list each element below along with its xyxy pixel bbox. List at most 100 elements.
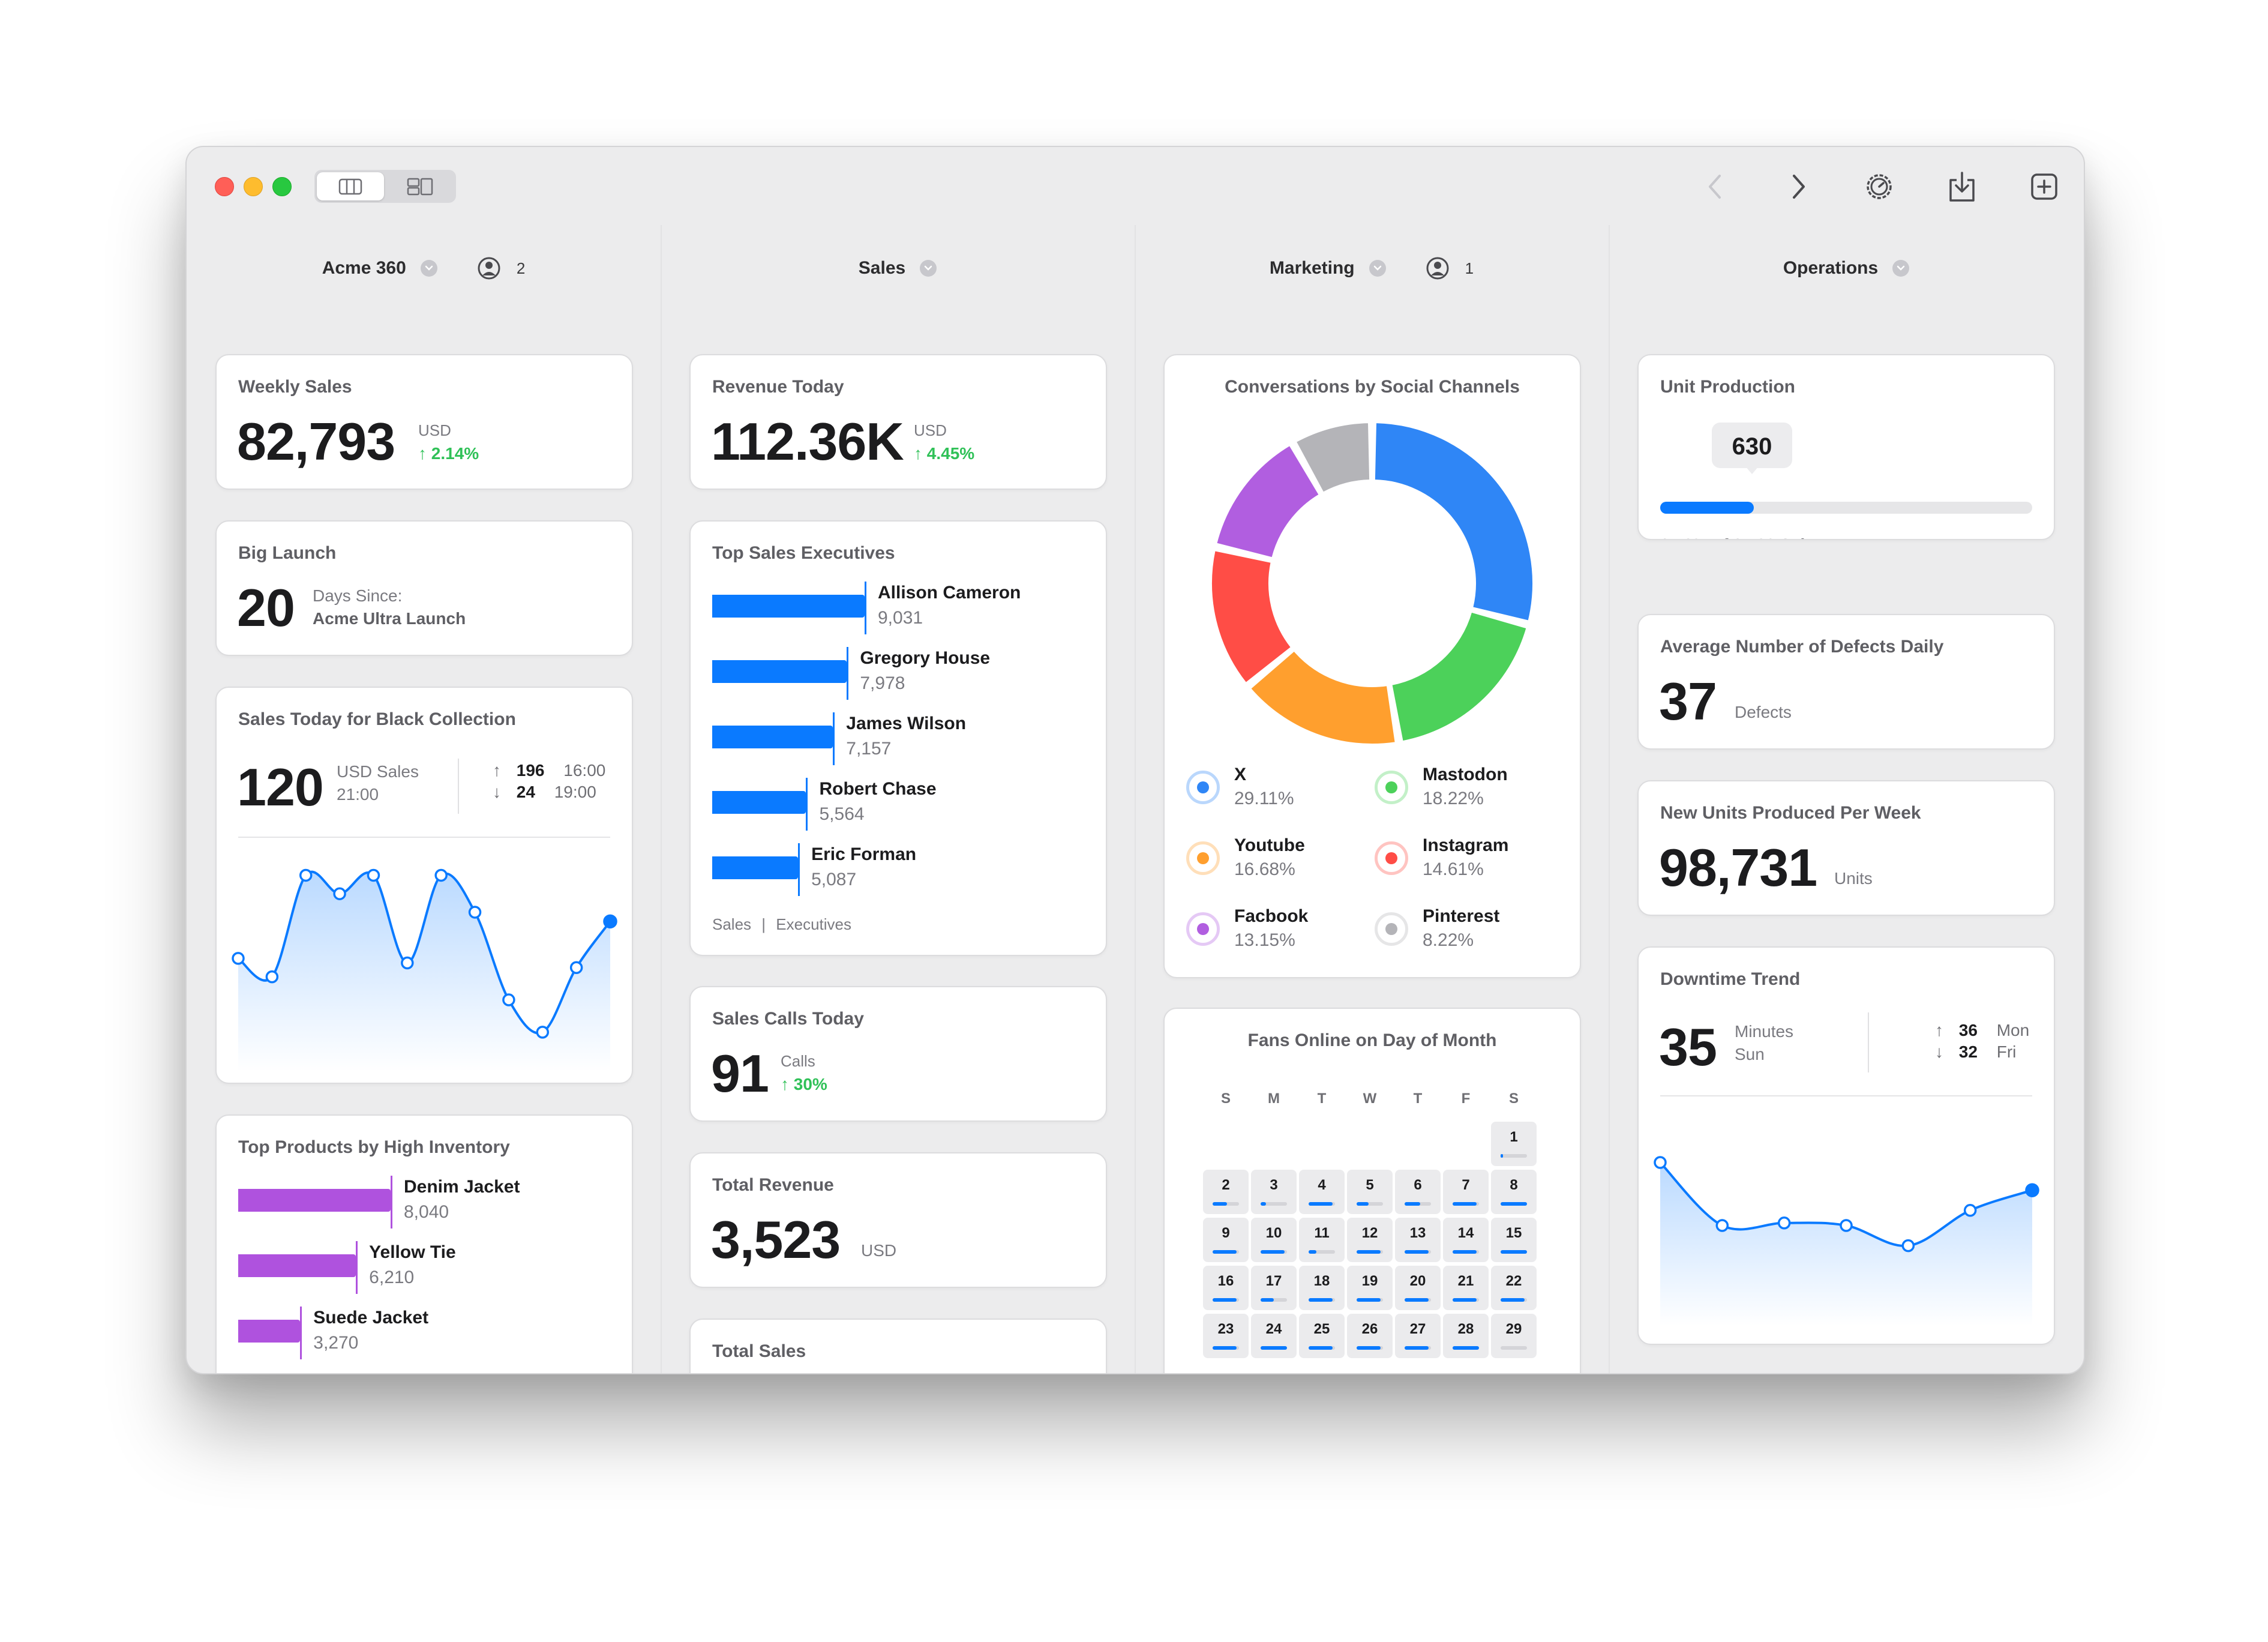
calendar-day[interactable]: 23 [1203,1314,1249,1358]
chart-point [265,970,279,984]
settings-button[interactable] [1861,169,1897,205]
legend-item-pinterest[interactable]: Pinterest 8.22% [1375,906,1555,960]
bar-row[interactable]: Suede Jacket 3,270 [238,1307,622,1361]
chevron-down-icon[interactable] [920,260,937,277]
bar-row[interactable]: Gregory House 7,978 [712,647,1096,701]
bar-row[interactable]: Allison Cameron 9,031 [712,582,1096,636]
calendar-day[interactable]: 10 [1251,1218,1297,1262]
weekday-label: F [1461,1090,1471,1107]
forward-button[interactable] [1780,169,1816,205]
calendar-day[interactable]: 1 [1491,1122,1537,1166]
legend-item-instagram[interactable]: Instagram 14.61% [1375,835,1555,889]
total-sales-card[interactable]: Total Sales [689,1319,1107,1373]
calendar-day[interactable]: 11 [1299,1218,1345,1262]
calendar-day[interactable]: 21 [1443,1266,1489,1310]
shared-users[interactable]: 2 [476,256,525,280]
chart-point [468,906,482,919]
calendar-day[interactable]: 9 [1203,1218,1249,1262]
calendar-day-level-track [1405,1346,1431,1350]
calendar-day-level-track [1501,1346,1527,1350]
calendar-day[interactable]: 4 [1299,1170,1345,1214]
calendar-day[interactable]: 14 [1443,1218,1489,1262]
column-header-operations[interactable]: Operations [1609,226,2084,310]
calendar-day-level-track [1357,1202,1383,1206]
calendar-day[interactable]: 2 [1203,1170,1249,1214]
legend-item-mastodon[interactable]: Mastodon 18.22% [1375,765,1555,819]
legend-percent: 13.15% [1234,930,1295,950]
column-header-sales[interactable]: Sales [661,226,1135,310]
calendar-day[interactable]: 24 [1251,1314,1297,1358]
bar-row[interactable]: Eric Forman 5,087 [712,843,1096,897]
calendar-day-number: 17 [1265,1273,1282,1289]
sales-calls-card[interactable]: Sales Calls Today 91 Calls ↑ 30% [689,986,1107,1122]
calendar-day[interactable]: 20 [1395,1266,1441,1310]
legend-ring-icon [1186,771,1220,804]
calendar-day[interactable]: 18 [1299,1266,1345,1310]
bar-row[interactable]: Yellow Tie 6,210 [238,1241,622,1295]
legend-name: Mastodon [1423,765,1508,784]
calendar-day[interactable]: 28 [1443,1314,1489,1358]
bar-row[interactable]: Denim Jacket 8,040 [238,1176,622,1230]
bar-row[interactable]: James Wilson 7,157 [712,712,1096,766]
calendar-day[interactable]: 3 [1251,1170,1297,1214]
social-channels-card[interactable]: Conversations by Social Channels X 29.11%… [1163,354,1581,978]
add-button[interactable] [2026,169,2062,205]
calendar-day[interactable]: 26 [1347,1314,1393,1358]
chevron-down-icon[interactable] [1369,260,1386,277]
calendar-day-level-fill [1309,1346,1333,1350]
minimize-window-button[interactable] [244,177,263,196]
calendar-day-level-fill [1261,1346,1287,1350]
calendar-day-number: 13 [1409,1225,1426,1241]
progress-value-tooltip: 630 [1712,423,1792,474]
calendar-day-level-fill [1501,1154,1504,1158]
shared-users[interactable]: 1 [1424,256,1474,280]
legend-item-facbook[interactable]: Facbook 13.15% [1186,906,1366,960]
column-header-acme-360[interactable]: Acme 360 2 [187,226,661,310]
calendar-day[interactable]: 12 [1347,1218,1393,1262]
chevron-down-icon[interactable] [420,260,437,277]
calendar-day[interactable]: 19 [1347,1266,1393,1310]
download-button[interactable] [1944,169,1980,205]
calendar-day[interactable]: 17 [1251,1266,1297,1310]
back-button[interactable] [1697,169,1733,205]
calendar-day[interactable]: 15 [1491,1218,1537,1262]
weekly-sales-card[interactable]: Weekly Sales 82,793 USD ↑ 2.14% [215,354,633,490]
calendar-day[interactable]: 6 [1395,1170,1441,1214]
calendar-day[interactable]: 27 [1395,1314,1441,1358]
new-units-card[interactable]: New Units Produced Per Week 98,731 Units [1637,780,2055,916]
donut-slice-youtube [1250,650,1396,745]
calendar-day[interactable]: 8 [1491,1170,1537,1214]
black-collection-card[interactable]: Sales Today for Black Collection 120 USD… [215,687,633,1084]
grid-view-button[interactable] [386,172,454,200]
card-title: Top Products by High Inventory [238,1137,510,1157]
calendar-day[interactable]: 25 [1299,1314,1345,1358]
revenue-today-card[interactable]: Revenue Today 112.36K USD ↑ 4.45% [689,354,1107,490]
close-window-button[interactable] [215,177,234,196]
calendar-day[interactable]: 16 [1203,1266,1249,1310]
calendar-day-number: 16 [1217,1273,1234,1289]
defects-card[interactable]: Average Number of Defects Daily 37 Defec… [1637,614,2055,750]
column-header-marketing[interactable]: Marketing 1 [1135,226,1609,310]
downtime-trend-card[interactable]: Downtime Trend 35 Minutes Sun ↑ 36 Mon ↓… [1637,946,2055,1345]
unit-production-card[interactable]: Unit Production 630 25.2% of 2,500 Sales [1637,354,2055,540]
bar-row[interactable]: Robert Chase 5,564 [712,778,1096,832]
total-revenue-card[interactable]: Total Revenue 3,523 USD [689,1152,1107,1288]
card-title: Sales Calls Today [712,1009,864,1029]
legend-item-x[interactable]: X 29.11% [1186,765,1366,819]
top-products-card[interactable]: Top Products by High Inventory Denim Jac… [215,1114,633,1373]
calendar-day[interactable]: 29 [1491,1314,1537,1358]
calendar-day[interactable]: 22 [1491,1266,1537,1310]
columns-view-button[interactable] [317,172,384,200]
chevron-down-icon[interactable] [1892,260,1910,277]
big-launch-card[interactable]: Big Launch 20 Days Since: Acme Ultra Lau… [215,520,633,656]
calendar-day[interactable]: 5 [1347,1170,1393,1214]
legend-item-youtube[interactable]: Youtube 16.68% [1186,835,1366,889]
calendar-day[interactable]: 13 [1395,1218,1441,1262]
top-sales-card[interactable]: Top Sales Executives Allison Cameron 9,03… [689,520,1107,956]
calendar-day[interactable]: 7 [1443,1170,1489,1214]
bar-tick [300,1307,302,1359]
calendar-day-level-fill [1213,1346,1237,1350]
zoom-window-button[interactable] [272,177,292,196]
calendar-day-level-track [1453,1202,1479,1206]
